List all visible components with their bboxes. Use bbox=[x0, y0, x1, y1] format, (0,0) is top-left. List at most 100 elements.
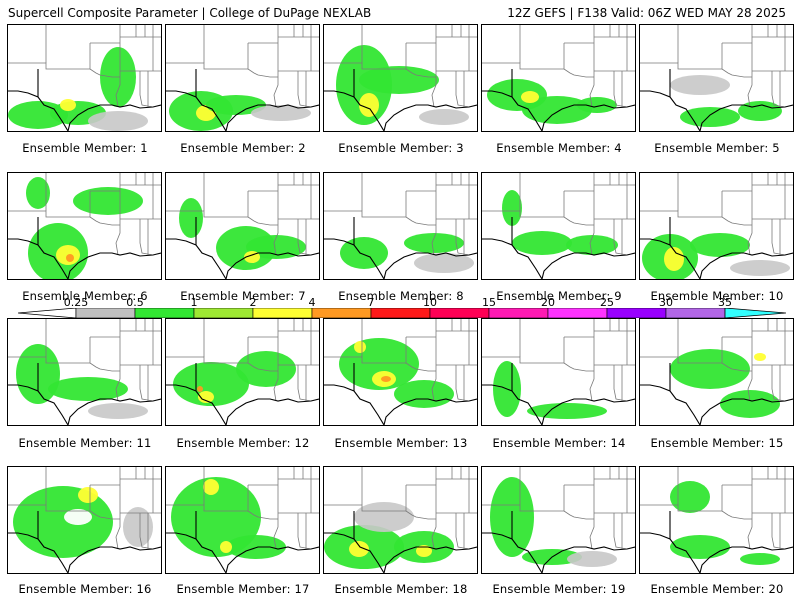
member-map-8 bbox=[323, 172, 478, 280]
member-map-10 bbox=[639, 172, 794, 280]
scp-shading bbox=[670, 349, 750, 389]
scp-shading bbox=[404, 233, 464, 253]
member-label-3: Ensemble Member: 3 bbox=[338, 141, 464, 155]
colorbar bbox=[18, 308, 786, 318]
member-label-18: Ensemble Member: 18 bbox=[334, 582, 468, 596]
member-map-4 bbox=[481, 24, 636, 132]
member-map-14 bbox=[481, 318, 636, 426]
colorbar-over bbox=[724, 308, 786, 318]
scp-shading bbox=[414, 253, 474, 273]
scp-shading bbox=[48, 377, 128, 401]
scp-shading bbox=[171, 477, 261, 557]
member-label-15: Ensemble Member: 15 bbox=[650, 436, 784, 450]
member-map-7 bbox=[165, 172, 320, 280]
colorbar-tick-label: 20 bbox=[541, 296, 555, 309]
scp-shading bbox=[720, 390, 780, 418]
member-label-11: Ensemble Member: 11 bbox=[18, 436, 152, 450]
scp-shading bbox=[577, 97, 617, 113]
scp-shading bbox=[236, 351, 296, 387]
scp-shading bbox=[73, 187, 143, 215]
colorbar-tick-label: 0.25 bbox=[63, 296, 89, 309]
scp-shading bbox=[512, 231, 572, 255]
scp-shading bbox=[381, 376, 391, 382]
scp-shading bbox=[670, 481, 710, 513]
scp-shading bbox=[64, 509, 92, 525]
scp-shading bbox=[13, 486, 113, 558]
member-label-20: Ensemble Member: 20 bbox=[650, 582, 784, 596]
scp-shading bbox=[78, 487, 98, 503]
member-label-19: Ensemble Member: 19 bbox=[492, 582, 626, 596]
member-label-2: Ensemble Member: 2 bbox=[180, 141, 306, 155]
scp-shading bbox=[567, 551, 617, 567]
scp-shading bbox=[251, 105, 311, 121]
member-map-6 bbox=[7, 172, 162, 280]
member-label-12: Ensemble Member: 12 bbox=[176, 436, 310, 450]
header-title: Supercell Composite Parameter | College … bbox=[8, 6, 372, 20]
colorbar-tick-label: 2 bbox=[249, 296, 257, 309]
member-label-4: Ensemble Member: 4 bbox=[496, 141, 622, 155]
header-valid-time: 12Z GEFS | F138 Valid: 06Z WED MAY 28 20… bbox=[507, 6, 786, 20]
colorbar-segment bbox=[547, 308, 608, 318]
scp-shading bbox=[730, 260, 790, 276]
colorbar-tick-label: 35 bbox=[718, 296, 732, 309]
scp-shading bbox=[88, 403, 148, 419]
scp-shading bbox=[527, 403, 607, 419]
scp-shading bbox=[349, 541, 369, 557]
member-label-14: Ensemble Member: 14 bbox=[492, 436, 626, 450]
scp-shading bbox=[670, 75, 730, 95]
scp-shading bbox=[354, 502, 414, 532]
member-label-5: Ensemble Member: 5 bbox=[654, 141, 780, 155]
colorbar-segment bbox=[75, 308, 136, 318]
member-label-16: Ensemble Member: 16 bbox=[18, 582, 152, 596]
scp-shading bbox=[738, 101, 782, 121]
member-map-15 bbox=[639, 318, 794, 426]
colorbar-tick-label: 4 bbox=[308, 296, 316, 309]
member-label-1: Ensemble Member: 1 bbox=[22, 141, 148, 155]
scp-shading bbox=[60, 99, 76, 111]
scp-shading bbox=[359, 93, 379, 117]
scp-shading bbox=[419, 109, 469, 125]
member-label-17: Ensemble Member: 17 bbox=[176, 582, 310, 596]
scp-shading bbox=[521, 91, 539, 103]
scp-shading bbox=[197, 386, 203, 392]
colorbar-tick-label: 1 bbox=[190, 296, 198, 309]
colorbar-tick-label: 15 bbox=[482, 296, 496, 309]
scp-shading bbox=[198, 391, 214, 403]
colorbar-tick-label: 0.5 bbox=[126, 296, 144, 309]
member-map-20 bbox=[639, 466, 794, 574]
scp-shading bbox=[680, 107, 740, 127]
scp-shading bbox=[502, 190, 522, 226]
member-map-13 bbox=[323, 318, 478, 426]
member-label-13: Ensemble Member: 13 bbox=[334, 436, 468, 450]
colorbar-tick-label: 25 bbox=[600, 296, 614, 309]
colorbar-segment bbox=[134, 308, 195, 318]
colorbar-tick-label: 7 bbox=[367, 296, 375, 309]
colorbar-segment bbox=[370, 308, 431, 318]
scp-shading bbox=[690, 233, 750, 257]
scp-shading bbox=[354, 341, 366, 353]
member-label-9: Ensemble Member: 9 bbox=[496, 289, 622, 303]
member-map-9 bbox=[481, 172, 636, 280]
scp-shading bbox=[670, 535, 730, 559]
scp-shading bbox=[226, 535, 286, 559]
member-map-19 bbox=[481, 466, 636, 574]
scp-shading bbox=[359, 66, 439, 94]
colorbar-segment bbox=[606, 308, 667, 318]
member-label-10: Ensemble Member: 10 bbox=[650, 289, 784, 303]
scp-shading bbox=[206, 95, 266, 115]
member-label-8: Ensemble Member: 8 bbox=[338, 289, 464, 303]
scp-shading bbox=[173, 362, 249, 406]
member-map-18 bbox=[323, 466, 478, 574]
member-map-12 bbox=[165, 318, 320, 426]
scp-shading bbox=[220, 541, 232, 553]
member-map-17 bbox=[165, 466, 320, 574]
scp-shading bbox=[740, 553, 780, 565]
scp-shading bbox=[203, 479, 219, 495]
colorbar-segment bbox=[252, 308, 313, 318]
scp-shading bbox=[66, 254, 74, 262]
member-map-11 bbox=[7, 318, 162, 426]
colorbar-under bbox=[18, 308, 77, 318]
scp-shading bbox=[566, 235, 618, 255]
member-map-1 bbox=[7, 24, 162, 132]
scp-shading bbox=[416, 545, 432, 557]
